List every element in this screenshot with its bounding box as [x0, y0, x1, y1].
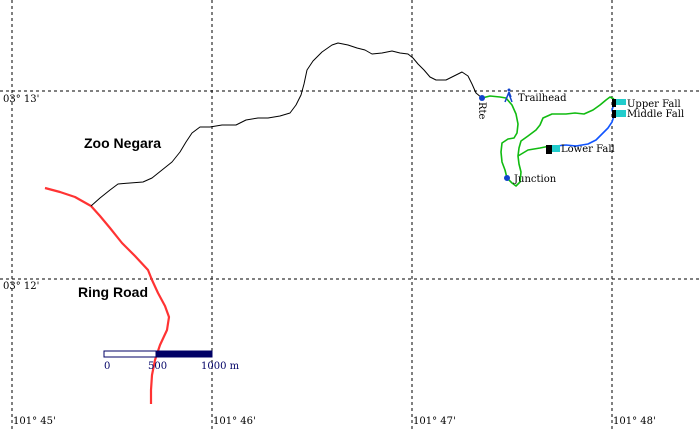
scale-tick-500: 500	[148, 361, 167, 372]
junction-label: Junction	[513, 174, 557, 185]
lat-label-13: 03° 13'	[3, 94, 39, 105]
lon-label-46: 101° 46'	[213, 416, 256, 427]
zoo-negara-label: Zoo Negara	[84, 135, 161, 151]
trailhead-label: Trailhead	[518, 93, 567, 104]
hiker-icon[interactable]	[504, 88, 513, 103]
rte-waypoint-icon[interactable]	[479, 95, 485, 101]
trail-spur-line	[517, 145, 551, 157]
lower-fall-waterfall-icon[interactable]	[546, 145, 560, 154]
scale-tick-0: 0	[104, 361, 110, 372]
upper-fall-waterfall-icon[interactable]	[612, 99, 626, 107]
middle-fall-label: Middle Fall	[627, 109, 684, 120]
lower-fall-label: Lower Fall	[561, 144, 615, 155]
trail-line	[481, 95, 615, 187]
scale-tick-1000: 1000 m	[201, 361, 240, 372]
lon-label-48: 101° 48'	[613, 416, 656, 427]
lat-label-12: 03° 12'	[3, 281, 39, 292]
lon-label-45: 101° 45'	[13, 416, 56, 427]
junction-waypoint-icon[interactable]	[504, 175, 510, 181]
middle-fall-waterfall-icon[interactable]	[612, 110, 626, 118]
upper-fall-label: Upper Fall	[627, 99, 681, 110]
lon-label-47: 101° 47'	[413, 416, 456, 427]
access-path-line	[90, 42, 483, 207]
ring-road-label: Ring Road	[78, 284, 148, 300]
rte-label: Rte	[476, 102, 487, 120]
scale-bar: 0 500 1000 m	[103, 350, 240, 372]
